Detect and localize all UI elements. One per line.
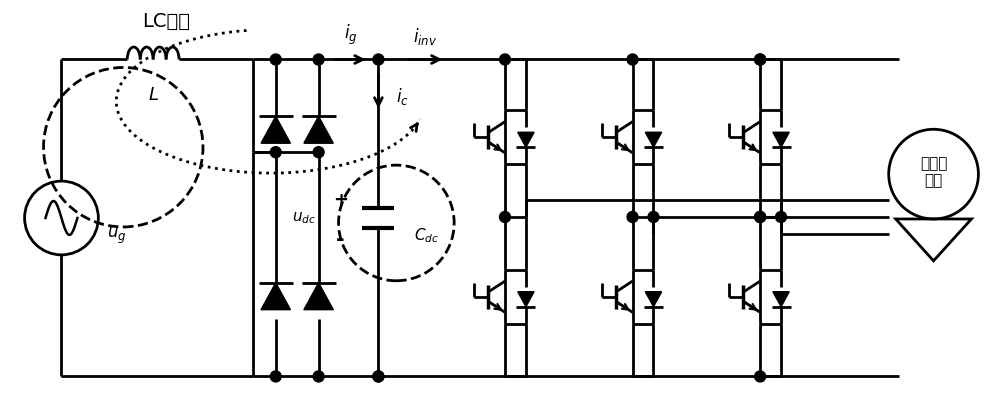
Polygon shape — [645, 132, 662, 147]
Circle shape — [776, 212, 787, 222]
Circle shape — [755, 54, 766, 65]
Circle shape — [627, 212, 638, 222]
Circle shape — [500, 54, 510, 65]
Text: $u_g$: $u_g$ — [107, 226, 127, 246]
Text: 永磁压
缩机: 永磁压 缩机 — [920, 156, 947, 188]
Circle shape — [648, 212, 659, 222]
Circle shape — [627, 54, 638, 65]
Circle shape — [755, 212, 766, 222]
Circle shape — [313, 147, 324, 158]
Polygon shape — [261, 116, 290, 143]
Text: $i_{inv}$: $i_{inv}$ — [413, 26, 437, 47]
Polygon shape — [304, 116, 333, 143]
Text: $u_{dc}$: $u_{dc}$ — [292, 210, 317, 226]
Polygon shape — [304, 283, 333, 310]
Circle shape — [373, 54, 384, 65]
Circle shape — [270, 147, 281, 158]
Circle shape — [270, 54, 281, 65]
Polygon shape — [645, 292, 662, 307]
Circle shape — [755, 371, 766, 382]
Text: -: - — [336, 230, 345, 250]
Circle shape — [500, 212, 510, 222]
Circle shape — [313, 54, 324, 65]
Polygon shape — [773, 132, 789, 147]
Polygon shape — [261, 283, 290, 310]
Polygon shape — [773, 292, 789, 307]
Text: $C_{dc}$: $C_{dc}$ — [414, 227, 439, 245]
Text: +: + — [333, 191, 348, 209]
Text: $i_g$: $i_g$ — [344, 22, 357, 47]
Circle shape — [755, 212, 766, 222]
Polygon shape — [518, 292, 534, 307]
Circle shape — [373, 371, 384, 382]
Text: $L$: $L$ — [148, 86, 159, 104]
Text: $i_c$: $i_c$ — [396, 86, 409, 107]
Text: LC谐振: LC谐振 — [142, 12, 190, 31]
Circle shape — [270, 371, 281, 382]
Circle shape — [373, 371, 384, 382]
Circle shape — [755, 54, 766, 65]
Circle shape — [313, 371, 324, 382]
Polygon shape — [518, 132, 534, 147]
